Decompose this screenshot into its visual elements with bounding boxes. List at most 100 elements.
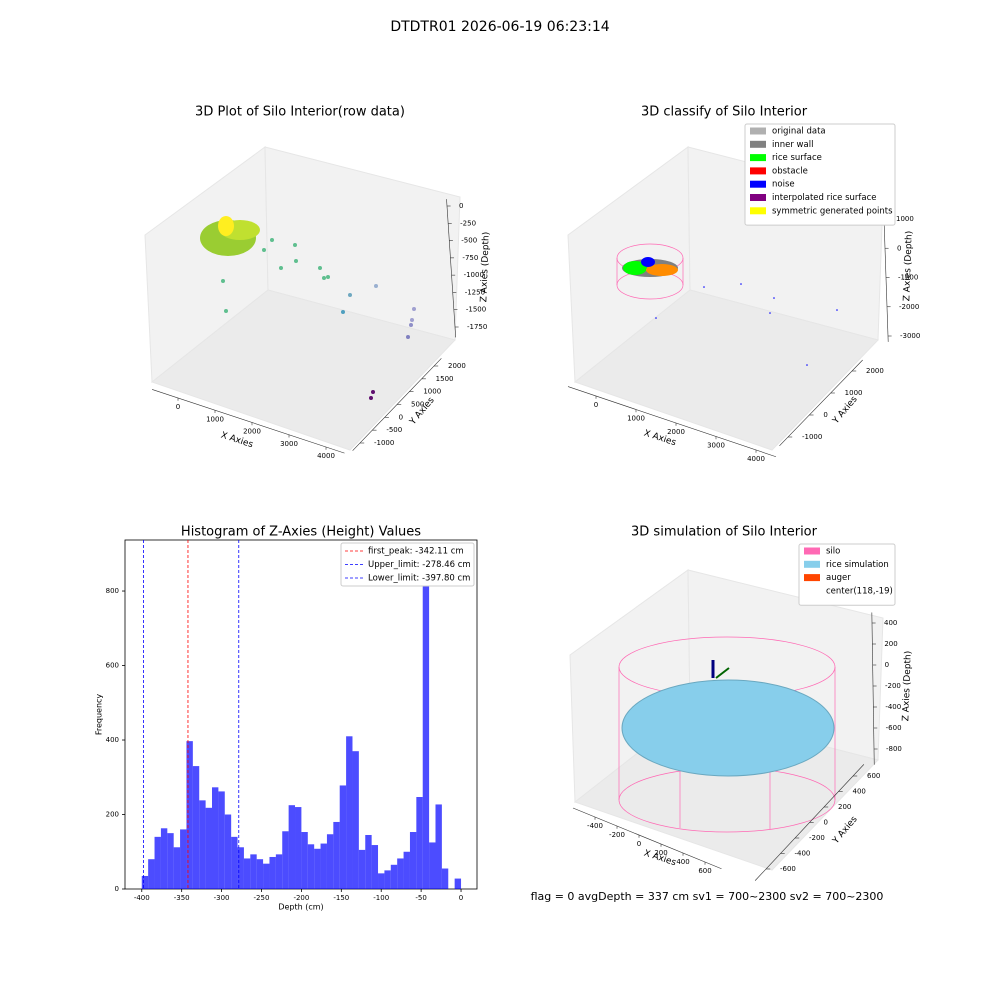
z-tick-label: 1000	[896, 215, 914, 223]
bar	[320, 843, 327, 889]
axis-line	[572, 807, 722, 870]
y-tick-label: 0	[399, 413, 403, 421]
bar	[224, 814, 232, 889]
bar	[154, 836, 161, 889]
x-tick-label: -50	[415, 894, 426, 902]
z-tick-label: 0	[459, 202, 463, 210]
legend-label: auger	[826, 573, 851, 583]
x-axis-label: Depth (cm)	[278, 903, 323, 912]
bar	[403, 851, 410, 889]
bar	[429, 842, 436, 889]
bar	[352, 751, 359, 889]
bar	[307, 844, 315, 889]
bar	[346, 736, 353, 889]
legend-label: Lower_limit: -397.80 cm	[368, 574, 470, 584]
y-axis-label: Frequency	[95, 694, 104, 736]
y-tick-label: 1000	[423, 388, 441, 396]
bar	[192, 766, 200, 889]
bar	[384, 870, 391, 889]
legend-swatch	[750, 127, 766, 135]
z-tick-label: -3000	[900, 332, 920, 340]
bar	[231, 836, 238, 889]
legend-label: center(118,-19)	[826, 586, 893, 596]
x-tick-label: 2000	[667, 428, 685, 436]
axis-line	[567, 386, 777, 458]
z-tick-label: 0	[897, 244, 901, 252]
x-tick-label: 3000	[280, 440, 298, 448]
x-tick-label: 4000	[747, 455, 765, 463]
x-tick-label: 600	[698, 867, 711, 875]
bar	[141, 875, 149, 889]
bar	[397, 858, 404, 889]
legend-box	[798, 543, 896, 606]
y-tick-label: 0	[115, 885, 119, 893]
bar	[256, 859, 264, 889]
bar	[263, 863, 270, 889]
y-tick-label: -200	[809, 834, 825, 842]
bar	[409, 832, 417, 889]
z-tick-label: 200	[884, 640, 897, 648]
z-tick-label: -2000	[899, 303, 919, 311]
bar	[378, 873, 385, 889]
bar	[390, 864, 398, 889]
x-tick-label: -350	[174, 894, 190, 902]
pane-3d	[569, 569, 884, 871]
axis-line	[883, 210, 889, 342]
x-tick-label: 200	[654, 849, 667, 857]
legend-label: first_peak: -342.11 cm	[368, 547, 464, 557]
legend-label: rice simulation	[826, 560, 889, 570]
z-tick-label: 0	[885, 661, 889, 669]
bar	[237, 847, 244, 889]
figure-title: DTDTR01 2026-06-19 06:23:14	[390, 19, 609, 35]
bar	[148, 859, 155, 889]
y-tick-label: 200	[838, 803, 851, 811]
bar	[173, 847, 181, 889]
y-tick-label: 200	[106, 811, 119, 819]
legend-swatch	[804, 560, 820, 568]
x-tick-label: -200	[293, 894, 309, 902]
y-axis-label: Y Axies	[830, 814, 859, 846]
legend-swatch	[750, 207, 766, 215]
x-tick-label: 4000	[317, 452, 335, 460]
z-tick-label: 400	[884, 619, 897, 627]
z-tick-label: -250	[460, 219, 476, 227]
bar	[365, 834, 372, 889]
x-tick-label: -400	[587, 822, 603, 830]
y-tick-label: -1000	[374, 439, 394, 447]
axis-line	[871, 612, 875, 765]
bar	[212, 787, 219, 889]
bar	[326, 834, 334, 889]
legend-label: original data	[772, 127, 826, 137]
axis-line	[152, 389, 345, 454]
z-tick-label: -800	[886, 745, 902, 753]
legend-box	[744, 123, 896, 226]
z-tick-label: -1500	[466, 306, 486, 314]
y-tick-label: 800	[106, 587, 119, 595]
z-axis-label: Z Axies (Depth)	[902, 231, 914, 302]
z-tick-label: -600	[886, 724, 902, 732]
y-tick-label: 500	[411, 401, 424, 409]
z-axis-label: Z Axies (Depth)	[479, 232, 491, 303]
bar	[160, 828, 168, 889]
y-tick-label: -600	[780, 865, 796, 873]
axis-line	[446, 199, 456, 338]
bar	[295, 807, 302, 889]
bar	[180, 829, 187, 889]
x-tick-label: -100	[373, 894, 389, 902]
bar	[358, 849, 366, 889]
bar	[435, 804, 442, 889]
bar	[454, 878, 462, 889]
bar	[186, 741, 193, 889]
legend-label: silo	[826, 547, 840, 557]
z-tick-label: -1750	[467, 323, 487, 331]
bar	[269, 856, 276, 889]
legend-box	[340, 542, 475, 587]
bar	[275, 854, 283, 889]
chart-title: Histogram of Z-Axies (Height) Values	[181, 525, 421, 540]
chart-title: 3D classify of Silo Interior	[641, 105, 808, 120]
y-tick-label: 0	[823, 411, 827, 419]
bar	[288, 805, 296, 889]
y-tick-label: 0	[824, 819, 828, 827]
y-tick-label: -500	[386, 426, 402, 434]
legend-label: rice surface	[772, 153, 822, 163]
